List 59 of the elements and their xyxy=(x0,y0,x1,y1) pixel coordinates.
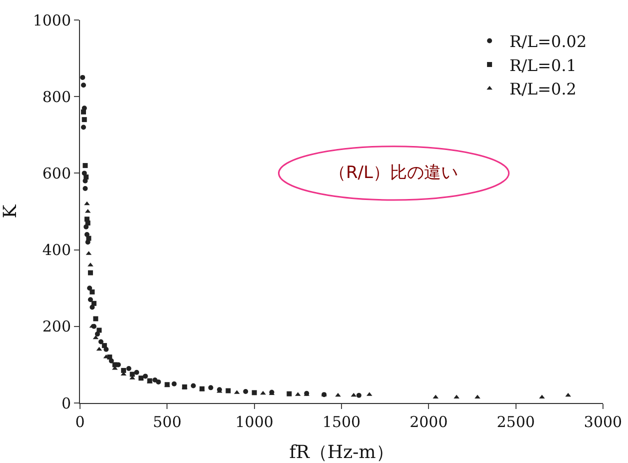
y-tick-label: 1000 xyxy=(32,11,71,30)
point xyxy=(82,163,88,168)
x-tick-label: 2500 xyxy=(496,413,535,431)
x-tick-label: 0 xyxy=(75,413,85,431)
point xyxy=(172,381,177,386)
point xyxy=(84,201,90,206)
point xyxy=(98,339,104,344)
point xyxy=(96,328,102,333)
x-tick-label: 500 xyxy=(152,413,182,431)
point xyxy=(474,394,480,399)
legend-label: R/L=0.2 xyxy=(510,80,576,99)
point xyxy=(142,374,148,379)
point xyxy=(112,362,118,368)
annotation: （R/L）比の違い xyxy=(329,163,458,183)
legend-label: R/L=0.02 xyxy=(510,32,587,51)
point xyxy=(335,392,341,397)
x-tick-label: 3000 xyxy=(584,413,622,431)
point xyxy=(226,388,231,394)
point xyxy=(91,300,96,306)
point xyxy=(152,378,158,383)
point xyxy=(87,286,92,291)
point xyxy=(121,368,126,373)
y-tick-label: 200 xyxy=(42,318,71,336)
point xyxy=(80,74,86,80)
legend-label: R/L=0.1 xyxy=(510,56,576,75)
y-tick-label: 600 xyxy=(42,164,71,182)
point xyxy=(138,376,144,381)
point xyxy=(88,270,93,276)
point xyxy=(80,124,86,130)
y-tick-label: 800 xyxy=(42,88,71,106)
point xyxy=(82,117,87,122)
point xyxy=(539,394,545,399)
x-axis-title: fR（Hz-m） xyxy=(289,442,394,463)
point xyxy=(102,343,107,348)
y-axis-title: K xyxy=(0,204,21,218)
point xyxy=(126,366,132,372)
point xyxy=(80,82,86,88)
point xyxy=(93,316,98,322)
point xyxy=(356,392,362,398)
point xyxy=(84,174,89,180)
x-tick-label: 2000 xyxy=(410,413,448,431)
point xyxy=(80,109,86,114)
point xyxy=(190,383,196,388)
point xyxy=(454,394,460,399)
y-tick-label: 400 xyxy=(42,241,71,260)
point xyxy=(286,391,292,396)
x-tick-label: 1500 xyxy=(322,413,361,431)
point xyxy=(86,236,92,241)
point xyxy=(252,390,257,396)
y-tick-label: 0 xyxy=(61,394,71,412)
point xyxy=(243,389,248,394)
point xyxy=(130,372,135,377)
point xyxy=(156,379,161,384)
point xyxy=(208,385,214,390)
point xyxy=(85,220,90,226)
point xyxy=(82,186,88,192)
point xyxy=(88,297,93,302)
point xyxy=(90,289,95,294)
x-tick-label: 1000 xyxy=(235,413,274,431)
